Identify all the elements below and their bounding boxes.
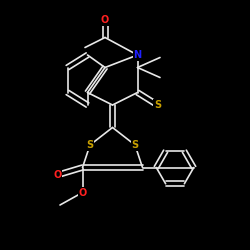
Text: O: O: [101, 15, 109, 25]
Text: S: S: [132, 140, 138, 150]
Text: O: O: [53, 170, 62, 180]
Text: O: O: [78, 188, 87, 198]
Text: S: S: [86, 140, 94, 150]
Text: N: N: [134, 50, 141, 60]
Text: S: S: [154, 100, 161, 110]
